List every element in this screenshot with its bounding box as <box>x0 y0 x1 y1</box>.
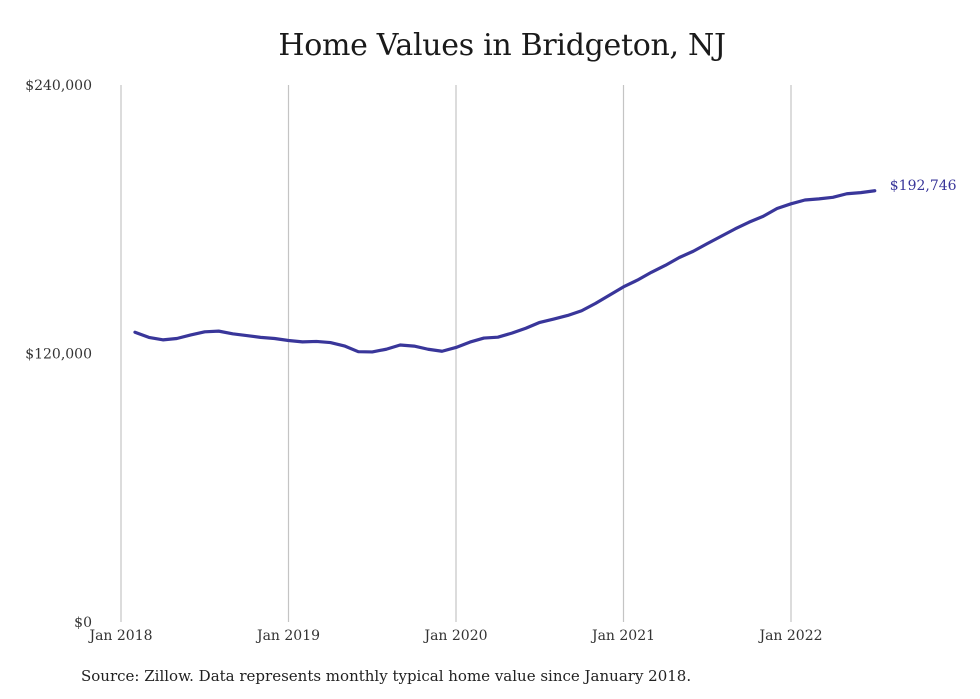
data-point <box>217 330 220 333</box>
data-point <box>776 207 779 210</box>
x-tick-label: Jan 2019 <box>255 628 320 644</box>
data-point <box>831 196 834 199</box>
data-point <box>482 337 485 340</box>
data-point <box>510 332 513 335</box>
data-point <box>343 344 346 347</box>
data-point <box>873 189 876 192</box>
data-point <box>231 332 234 335</box>
data-point <box>566 314 569 317</box>
data-point <box>748 221 751 224</box>
data-point <box>734 227 737 230</box>
data-point <box>357 350 360 353</box>
gridlines <box>120 85 792 622</box>
data-point <box>245 334 248 337</box>
data-point <box>790 202 793 205</box>
data-point <box>427 348 430 351</box>
x-tick-label: Jan 2022 <box>757 628 822 644</box>
data-point <box>287 339 290 342</box>
data-point <box>845 192 848 195</box>
data-point <box>385 348 388 351</box>
data-point <box>580 309 583 312</box>
data-point <box>538 321 541 324</box>
x-tick-label: Jan 2020 <box>422 628 487 644</box>
home-value-line <box>133 189 877 354</box>
data-point <box>273 337 276 340</box>
data-point <box>399 344 402 347</box>
data-point <box>720 235 723 238</box>
data-point <box>301 340 304 343</box>
data-point <box>315 340 318 343</box>
y-tick-label: $0 <box>74 615 92 631</box>
data-point <box>175 337 178 340</box>
data-point <box>678 256 681 259</box>
data-point <box>859 191 862 194</box>
y-tick-label: $240,000 <box>25 78 92 94</box>
data-point <box>524 327 527 330</box>
data-point <box>413 345 416 348</box>
x-tick-label: Jan 2021 <box>590 628 655 644</box>
data-point <box>133 331 136 334</box>
data-point <box>468 341 471 344</box>
data-point <box>803 199 806 202</box>
y-axis-labels: $0 $120,000 $240,000 <box>25 78 92 631</box>
data-point <box>455 346 458 349</box>
data-point <box>664 264 667 267</box>
source-note: Source: Zillow. Data represents monthly … <box>81 667 692 685</box>
data-point <box>329 341 332 344</box>
data-point <box>259 336 262 339</box>
data-point <box>161 338 164 341</box>
data-point <box>371 350 374 353</box>
data-point <box>608 294 611 297</box>
data-point <box>706 242 709 245</box>
data-point <box>594 302 597 305</box>
x-tick-label: Jan 2018 <box>87 628 152 644</box>
data-point <box>817 197 820 200</box>
data-point <box>762 215 765 218</box>
data-point <box>189 333 192 336</box>
chart-title: Home Values in Bridgeton, NJ <box>278 28 726 63</box>
data-point <box>692 250 695 253</box>
latest-value-label: $192,746 <box>890 178 957 194</box>
data-point <box>552 318 555 321</box>
data-point <box>496 336 499 339</box>
x-axis-labels: Jan 2018 Jan 2019 Jan 2020 Jan 2021 Jan 2022 <box>87 628 822 644</box>
data-point <box>441 350 444 353</box>
data-point <box>622 285 625 288</box>
data-point <box>147 336 150 339</box>
data-point <box>636 279 639 282</box>
data-point <box>203 330 206 333</box>
data-point <box>650 271 653 274</box>
y-tick-label: $120,000 <box>25 347 92 363</box>
